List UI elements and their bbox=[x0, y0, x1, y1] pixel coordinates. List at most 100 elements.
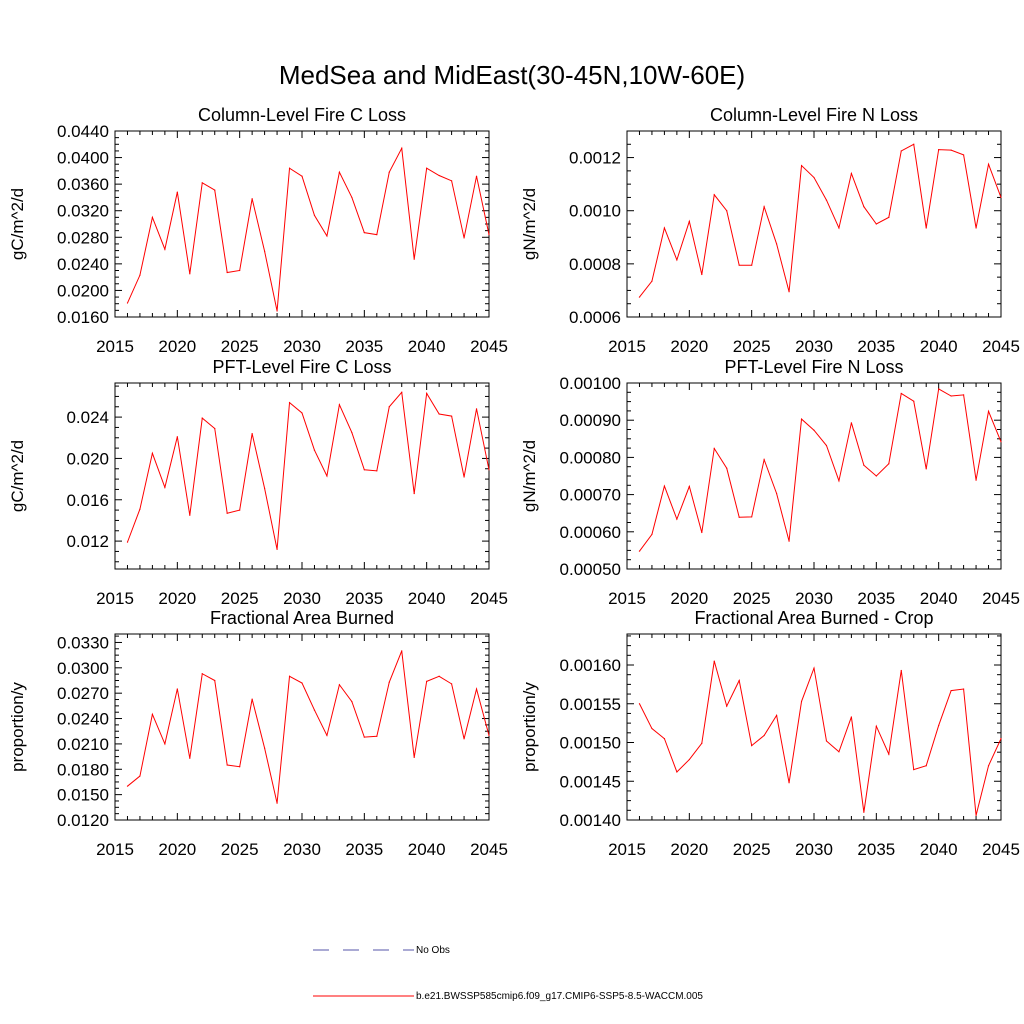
data-point bbox=[363, 736, 365, 738]
data-point bbox=[413, 492, 415, 495]
data-point bbox=[139, 508, 141, 510]
y-tick-label: 0.0006 bbox=[569, 308, 621, 327]
data-point bbox=[351, 432, 353, 434]
data-point bbox=[676, 259, 678, 261]
data-point bbox=[751, 264, 753, 266]
data-point bbox=[438, 174, 440, 177]
y-tick-label: 0.00080 bbox=[560, 448, 621, 467]
data-point bbox=[1000, 441, 1002, 443]
x-tick-label: 2015 bbox=[96, 840, 134, 859]
data-point bbox=[950, 395, 952, 397]
data-point bbox=[176, 191, 178, 193]
data-point bbox=[900, 150, 902, 152]
panel-title: Column-Level Fire N Loss bbox=[710, 105, 918, 125]
data-point bbox=[638, 296, 641, 298]
data-point bbox=[938, 149, 940, 151]
plot-frame bbox=[626, 633, 1002, 821]
x-tick-label: 2040 bbox=[408, 840, 446, 859]
x-tick-label: 2020 bbox=[158, 337, 196, 356]
x-tick-label: 2015 bbox=[96, 589, 134, 608]
legend-label-no-obs: No Obs bbox=[416, 945, 450, 956]
data-point bbox=[301, 412, 303, 414]
data-point bbox=[688, 485, 690, 488]
data-point bbox=[426, 167, 428, 169]
data-point bbox=[126, 302, 129, 304]
data-point bbox=[688, 220, 690, 222]
y-tick-label: 0.0150 bbox=[57, 786, 109, 805]
x-tick-label: 2035 bbox=[857, 840, 895, 859]
y-tick-label: 0.0320 bbox=[57, 202, 109, 221]
data-point bbox=[189, 273, 191, 275]
data-point bbox=[850, 422, 853, 424]
data-point bbox=[638, 703, 641, 705]
y-tick-label: 0.00060 bbox=[560, 523, 621, 542]
y-tick-label: 0.0120 bbox=[57, 811, 109, 830]
data-point bbox=[825, 199, 828, 201]
x-tick-label: 2030 bbox=[795, 589, 833, 608]
data-point bbox=[738, 516, 740, 518]
data-point bbox=[813, 667, 815, 669]
data-point bbox=[151, 713, 153, 715]
data-point bbox=[201, 182, 203, 184]
x-tick-label: 2025 bbox=[221, 337, 259, 356]
data-point bbox=[863, 464, 865, 466]
data-point bbox=[426, 680, 428, 682]
y-tick-label: 0.00150 bbox=[560, 734, 621, 753]
x-tick-label: 2030 bbox=[283, 840, 321, 859]
series-line bbox=[127, 650, 490, 804]
data-point bbox=[863, 811, 865, 813]
x-tick-label: 2035 bbox=[345, 337, 383, 356]
data-point bbox=[738, 264, 740, 266]
data-point bbox=[751, 745, 753, 747]
y-tick-label: 0.0200 bbox=[57, 281, 109, 300]
data-point bbox=[338, 404, 340, 406]
data-point bbox=[713, 447, 715, 450]
x-tick-label: 2040 bbox=[408, 589, 446, 608]
data-point bbox=[488, 469, 490, 471]
data-point bbox=[638, 550, 641, 552]
data-point bbox=[214, 427, 216, 430]
y-tick-label: 0.00145 bbox=[560, 772, 621, 791]
data-point bbox=[276, 310, 278, 312]
data-point bbox=[913, 769, 915, 771]
data-point bbox=[950, 689, 952, 692]
series-line bbox=[127, 146, 490, 312]
y-tick-label: 0.00140 bbox=[560, 811, 621, 830]
y-axis-label: proportion/y bbox=[8, 682, 27, 772]
x-tick-label: 2025 bbox=[733, 840, 771, 859]
data-point bbox=[788, 782, 790, 784]
data-point bbox=[226, 512, 228, 514]
data-point bbox=[463, 237, 465, 239]
y-tick-label: 0.016 bbox=[66, 491, 109, 510]
data-point bbox=[363, 232, 365, 234]
data-point bbox=[987, 163, 990, 165]
x-tick-label: 2045 bbox=[982, 337, 1020, 356]
x-tick-label: 2020 bbox=[670, 337, 708, 356]
data-point bbox=[925, 468, 927, 470]
data-point bbox=[800, 418, 803, 420]
data-point bbox=[863, 206, 865, 208]
data-point bbox=[139, 775, 141, 777]
x-tick-label: 2035 bbox=[345, 840, 383, 859]
data-point bbox=[438, 413, 440, 415]
data-point bbox=[888, 463, 890, 465]
data-point bbox=[214, 189, 216, 191]
y-tick-label: 0.00050 bbox=[560, 560, 621, 579]
data-point bbox=[338, 171, 340, 173]
data-point bbox=[288, 675, 291, 677]
data-point bbox=[351, 196, 353, 199]
data-point bbox=[313, 214, 316, 216]
plot-frame bbox=[626, 382, 1002, 570]
data-point bbox=[301, 682, 303, 684]
x-tick-label: 2025 bbox=[733, 589, 771, 608]
data-point bbox=[326, 235, 328, 237]
data-point bbox=[838, 751, 840, 753]
x-tick-label: 2045 bbox=[470, 337, 508, 356]
data-point bbox=[776, 492, 778, 495]
y-tick-label: 0.0400 bbox=[57, 149, 109, 168]
data-point bbox=[475, 688, 478, 690]
data-point bbox=[800, 700, 803, 703]
data-point bbox=[239, 766, 241, 768]
data-point bbox=[189, 757, 191, 759]
data-point bbox=[925, 227, 927, 229]
